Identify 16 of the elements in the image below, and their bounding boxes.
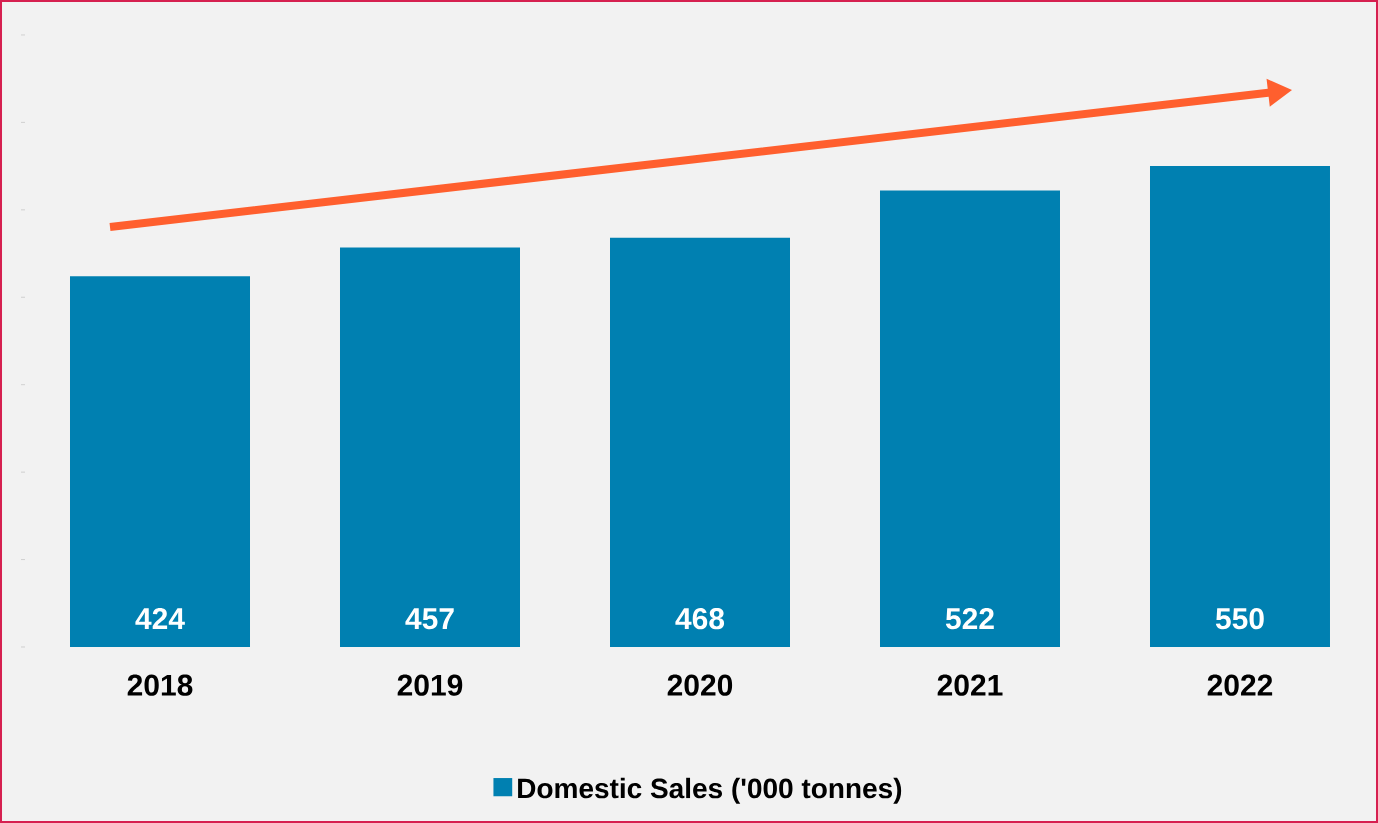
bar <box>70 276 251 647</box>
bar <box>340 247 520 647</box>
x-tick-label: 2018 <box>127 674 193 696</box>
data-label: 424 <box>135 608 185 629</box>
bar <box>880 190 1060 647</box>
legend-label: Domestic Sales ('000 tonnes) <box>518 777 902 804</box>
bar <box>1150 166 1330 647</box>
x-tick-label: 2021 <box>937 674 1003 696</box>
x-tick-label: 2019 <box>397 674 463 696</box>
data-label: 468 <box>675 608 725 630</box>
data-label: 522 <box>945 608 994 630</box>
x-tick-label: 2022 <box>1207 674 1273 696</box>
x-tick-label: 2020 <box>667 674 733 696</box>
bar <box>610 237 790 647</box>
data-label: 550 <box>1215 608 1264 630</box>
data-label: 457 <box>405 608 454 630</box>
